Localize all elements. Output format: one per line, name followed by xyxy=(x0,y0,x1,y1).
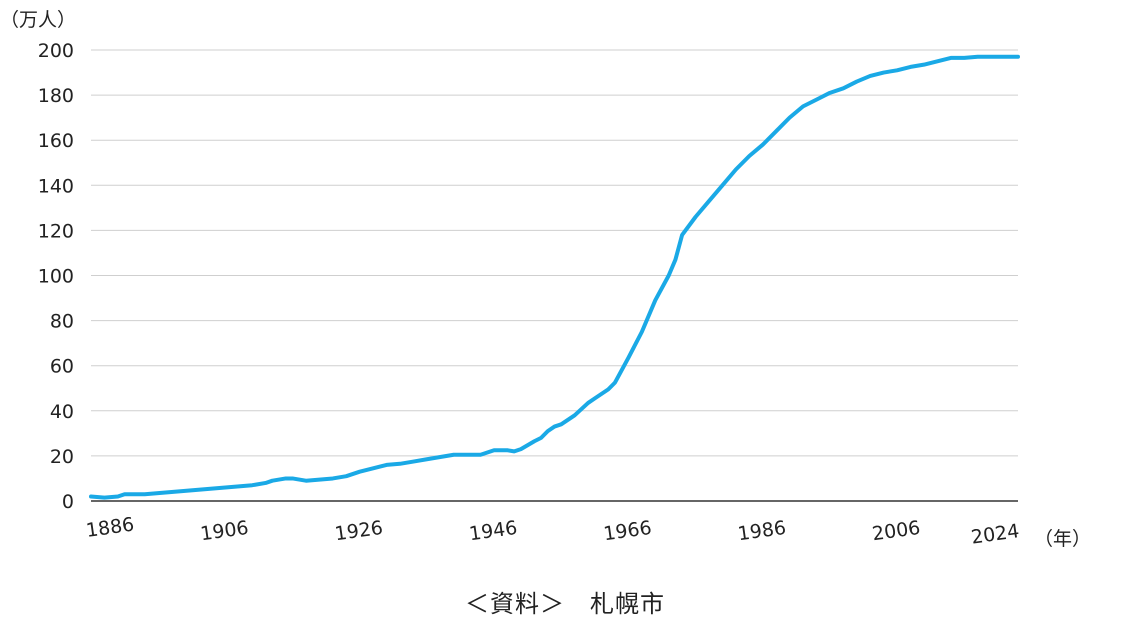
x-axis-unit-label: （年） xyxy=(1034,528,1091,550)
y-tick-label: 180 xyxy=(38,85,74,107)
x-tick-label: 1986 xyxy=(736,517,787,546)
y-tick-label: 100 xyxy=(38,266,74,288)
y-tick-label: 60 xyxy=(50,356,74,378)
y-axis-tick-labels: 0 20 40 60 80 100 120 140 160 180 200 xyxy=(38,40,74,513)
x-tick-label: 1946 xyxy=(468,517,519,546)
y-tick-label: 40 xyxy=(50,401,74,423)
population-line xyxy=(89,54,1020,500)
y-tick-label: 120 xyxy=(38,220,74,242)
x-axis-tick-labels: 1886 1906 1926 1946 1966 1986 2006 2024 xyxy=(85,513,1021,548)
gridlines xyxy=(91,49,1018,502)
y-tick-label: 80 xyxy=(50,311,74,333)
x-tick-label: 2024 xyxy=(970,520,1021,549)
y-tick-label: 160 xyxy=(38,130,74,152)
source-caption: ＜資料＞ 札幌市 xyxy=(465,590,665,618)
x-tick-label: 1906 xyxy=(199,517,250,546)
y-tick-label: 0 xyxy=(62,491,74,513)
population-line-chart: （万人） 0 20 40 60 80 100 120 140 160 180 200 1886 190… xyxy=(0,9,1091,550)
x-tick-label: 1886 xyxy=(85,513,136,542)
y-tick-label: 20 xyxy=(50,446,74,468)
y-tick-label: 200 xyxy=(38,40,74,62)
series-group xyxy=(89,54,1020,500)
x-tick-label: 2006 xyxy=(871,517,922,546)
x-tick-label: 1966 xyxy=(602,517,653,546)
x-tick-label: 1926 xyxy=(333,517,384,546)
y-axis-unit-label: （万人） xyxy=(0,9,76,31)
y-tick-label: 140 xyxy=(38,175,74,197)
